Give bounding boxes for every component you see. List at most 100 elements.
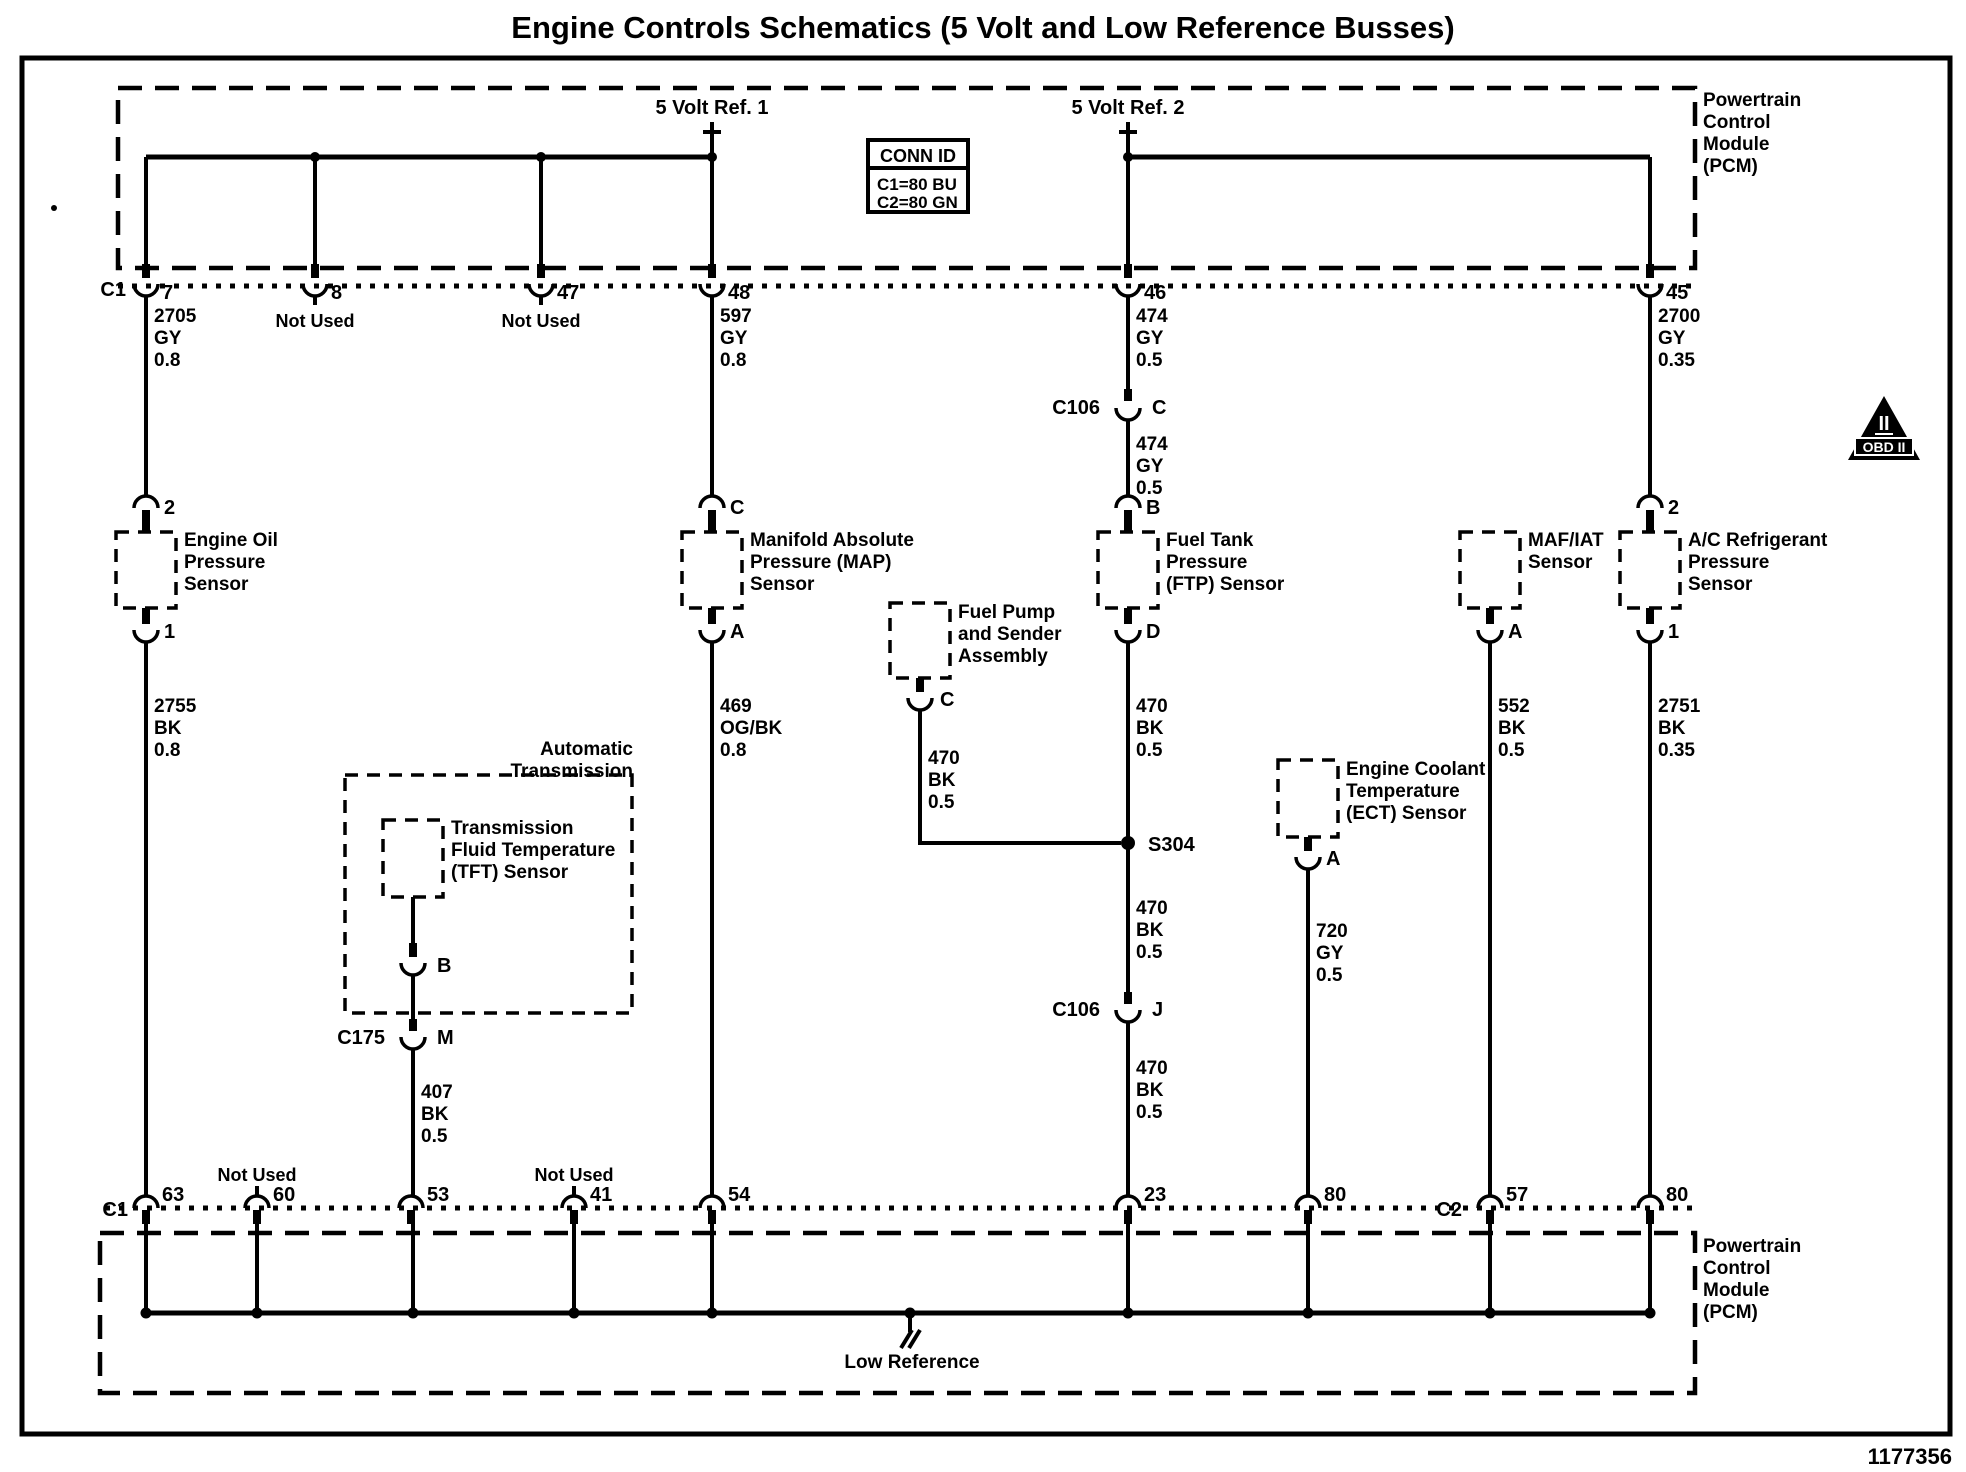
pcm-top-box: Powertrain Control Module (PCM) <box>115 85 1801 271</box>
svg-text:Module: Module <box>1703 1280 1770 1301</box>
connector-c106-c-label: C106 <box>1052 397 1100 419</box>
wire-474-upper-label: 474 <box>1136 306 1168 327</box>
maf-iat-circuit: MAF/IAT Sensor A 552 BK 0.5 <box>1458 530 1604 1196</box>
pin-63: 63 <box>162 1184 184 1206</box>
conn-id-table: CONN ID C1=80 BU C2=80 GN <box>866 138 970 214</box>
maf-iat-sensor-label: MAF/IAT <box>1528 530 1604 551</box>
svg-text:BK: BK <box>1136 1080 1164 1101</box>
wire-470-low-label: 470 <box>1136 1058 1168 1079</box>
stray-mark <box>51 205 57 211</box>
pcm-bottom-outline <box>97 1230 1698 1396</box>
five-volt-ref1-label: 5 Volt Ref. 1 <box>656 97 769 119</box>
wire-597-label: 597 <box>720 306 752 327</box>
pin-48: 48 <box>728 282 750 304</box>
wire-720-label: 720 <box>1316 921 1348 942</box>
ac-pin-2: 2 <box>1668 497 1679 519</box>
svg-text:GY: GY <box>154 328 182 349</box>
svg-text:(ECT) Sensor: (ECT) Sensor <box>1346 803 1467 824</box>
connector-c1-bottom-label: C1 <box>102 1199 128 1221</box>
svg-text:Transmission: Transmission <box>511 761 634 782</box>
top-connector-row: C1 7 8 Not Used 47 Not Used 48 46 45 <box>100 264 1688 331</box>
svg-text:Pressure: Pressure <box>184 552 265 573</box>
pin-46: 46 <box>1144 282 1166 304</box>
outer-border <box>19 55 1953 1437</box>
svg-text:0.8: 0.8 <box>154 740 180 761</box>
pin-53: 53 <box>427 1184 449 1206</box>
obd-label: OBD II <box>1863 439 1906 455</box>
pcm-bottom-box: Powertrain Control Module (PCM) Low Refe… <box>97 1224 1801 1396</box>
low-reference-label: Low Reference <box>844 1352 979 1373</box>
obd-numeral: II <box>1878 413 1889 435</box>
svg-text:BK: BK <box>1658 718 1686 739</box>
pin-41-not-used: Not Used <box>534 1165 613 1185</box>
pin-80-ac: 80 <box>1666 1184 1688 1206</box>
svg-text:OG/BK: OG/BK <box>720 718 783 739</box>
svg-text:0.5: 0.5 <box>928 792 955 813</box>
five-volt-ref1-rail: 5 Volt Ref. 1 <box>144 97 769 264</box>
pin-54: 54 <box>728 1184 751 1206</box>
wire-2751-label: 2751 <box>1658 696 1701 717</box>
connector-c2-label: C2 <box>1436 1199 1462 1221</box>
pin-23: 23 <box>1144 1184 1166 1206</box>
pin-80-ect: 80 <box>1324 1184 1346 1206</box>
pin-8-not-used: Not Used <box>275 311 354 331</box>
svg-text:GY: GY <box>1658 328 1686 349</box>
map-pin-a: A <box>730 621 744 643</box>
svg-text:Temperature: Temperature <box>1346 781 1460 802</box>
svg-text:0.35: 0.35 <box>1658 350 1695 371</box>
svg-text:GY: GY <box>720 328 748 349</box>
conn-id-row: C1=80 BU <box>877 175 957 194</box>
svg-text:Sensor: Sensor <box>184 574 249 595</box>
svg-text:BK: BK <box>154 718 182 739</box>
ftp-pin-b: B <box>1146 497 1160 519</box>
splice-s304-icon <box>1121 836 1135 850</box>
svg-text:BK: BK <box>928 770 956 791</box>
svg-text:Fluid Temperature: Fluid Temperature <box>451 840 615 861</box>
engine-oil-pressure-sensor-box <box>114 530 178 610</box>
map-sensor-circuit: 597 GY 0.8 C Manifold Absolute Pressure … <box>680 296 914 1196</box>
svg-text:Control: Control <box>1703 1258 1771 1279</box>
pcm-top-outline <box>115 85 1698 271</box>
svg-text:Control: Control <box>1703 112 1771 133</box>
wire-2755-label: 2755 <box>154 696 197 717</box>
wire-470-mid-label: 470 <box>1136 898 1168 919</box>
page-title: Engine Controls Schematics (5 Volt and L… <box>511 10 1454 45</box>
svg-text:GY: GY <box>1136 456 1164 477</box>
svg-text:0.8: 0.8 <box>720 350 746 371</box>
ac-refrigerant-sensor-box <box>1618 530 1682 610</box>
connector-c1-label: C1 <box>100 279 126 301</box>
fuel-pump-label: Fuel Pump <box>958 602 1055 623</box>
pin-8: 8 <box>331 282 342 304</box>
svg-text:(TFT) Sensor: (TFT) Sensor <box>451 862 569 883</box>
ac-pin-1: 1 <box>1668 621 1679 643</box>
svg-text:Sensor: Sensor <box>1528 552 1593 573</box>
svg-text:GY: GY <box>1136 328 1164 349</box>
svg-text:Pressure: Pressure <box>1688 552 1769 573</box>
conn-id-header: CONN ID <box>880 146 956 166</box>
ftp-pin-d: D <box>1146 621 1160 643</box>
svg-text:(PCM): (PCM) <box>1703 156 1758 177</box>
pin-60: 60 <box>273 1184 295 1206</box>
connector-c106-j-pin: J <box>1152 999 1163 1021</box>
tft-sensor-label: Transmission <box>451 818 574 839</box>
svg-text:0.35: 0.35 <box>1658 740 1695 761</box>
pin-60-not-used: Not Used <box>217 1165 296 1185</box>
svg-text:0.5: 0.5 <box>1316 965 1343 986</box>
wire-469-label: 469 <box>720 696 752 717</box>
pin-47: 47 <box>557 282 579 304</box>
map-sensor-label: Manifold Absolute <box>750 530 914 551</box>
engine-oil-pressure-sensor-label: Engine Oil <box>184 530 278 551</box>
oil-pin-1: 1 <box>164 621 175 643</box>
wire-470-ftp-label: 470 <box>1136 696 1168 717</box>
five-volt-ref2-rail: 5 Volt Ref. 2 <box>1072 97 1652 264</box>
ect-sensor-circuit: Engine Coolant Temperature (ECT) Sensor … <box>1276 758 1486 1196</box>
svg-text:0.5: 0.5 <box>1498 740 1525 761</box>
pin-47-not-used: Not Used <box>501 311 580 331</box>
maf-iat-sensor-box <box>1458 530 1522 610</box>
fuel-pump-circuit: Fuel Pump and Sender Assembly C 470 BK 0… <box>888 601 1121 845</box>
connector-c175-pin: M <box>437 1027 454 1049</box>
svg-text:and Sender: and Sender <box>958 624 1062 645</box>
five-volt-ref2-label: 5 Volt Ref. 2 <box>1072 97 1185 119</box>
svg-text:BK: BK <box>421 1104 449 1125</box>
